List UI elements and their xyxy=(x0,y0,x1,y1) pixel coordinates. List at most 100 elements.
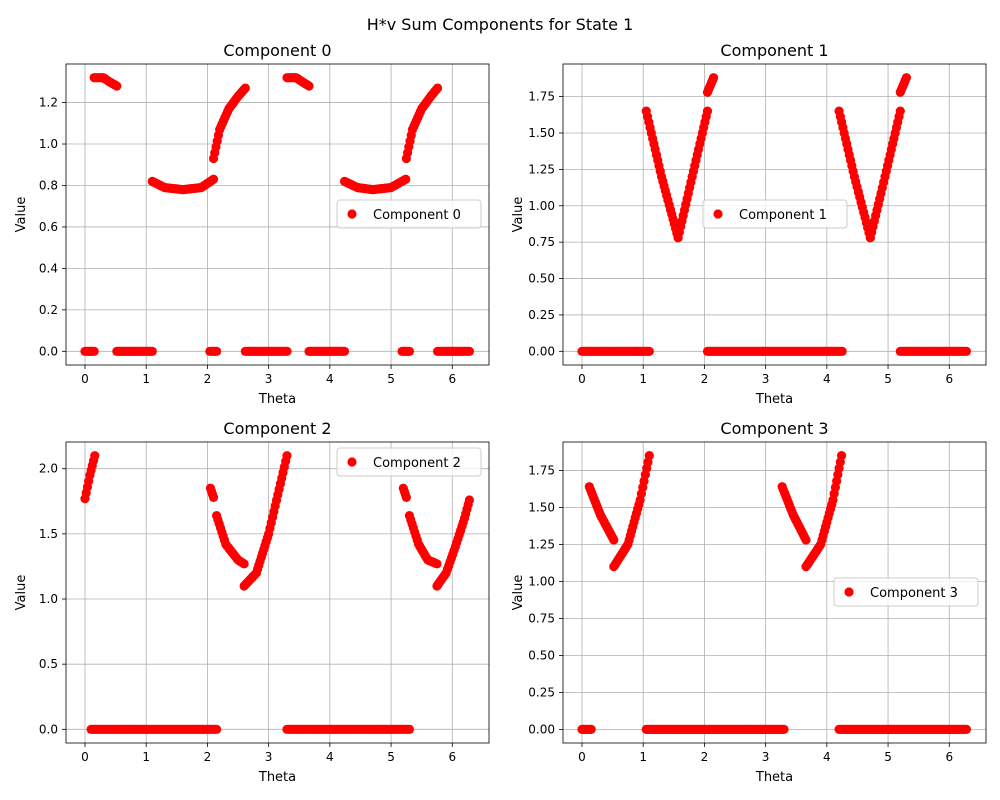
legend-label: Component 3 xyxy=(870,586,958,601)
y-tick-label: 2.0 xyxy=(39,462,58,476)
subplot-title: Component 3 xyxy=(720,419,828,438)
subplot-title: Component 0 xyxy=(223,41,331,60)
subplot-0: 0 1 2 3 4 5 6 0.0 0.2 0.4 0.6 0.8 1.0 1.2 Component 0 T… xyxy=(14,41,490,407)
legend: Component 1 xyxy=(702,199,848,229)
figure-title: H*v Sum Components for State 1 xyxy=(367,15,634,34)
data-point xyxy=(211,346,222,356)
data-point xyxy=(432,83,443,93)
y-tick-label: 1.25 xyxy=(528,162,555,176)
x-tick-label: 1 xyxy=(142,372,150,386)
y-tick-label: 0.8 xyxy=(39,178,58,192)
data-point xyxy=(240,83,250,93)
legend-marker xyxy=(347,209,357,219)
y-tick-label: 1.0 xyxy=(39,137,58,151)
y-tick-label: 0.5 xyxy=(39,657,58,671)
y-tick-label: 0.50 xyxy=(528,272,555,286)
data-point xyxy=(961,724,972,734)
data-point xyxy=(708,73,719,83)
x-tick-label: 1 xyxy=(142,750,150,764)
x-tick-label: 6 xyxy=(448,372,456,386)
data-points xyxy=(80,451,475,734)
legend-box xyxy=(336,199,482,229)
plot-frame xyxy=(562,63,987,366)
x-tick-label: 6 xyxy=(945,750,953,764)
x-tick-label: 4 xyxy=(326,372,334,386)
legend-marker xyxy=(713,209,723,219)
x-tick-label: 2 xyxy=(701,372,709,386)
subplot-title: Component 1 xyxy=(720,41,828,60)
y-axis-label: Value xyxy=(14,197,29,233)
legend-label: Component 0 xyxy=(373,208,461,223)
x-axis-label: Theta xyxy=(755,392,793,407)
legend-marker xyxy=(347,457,357,467)
data-point xyxy=(961,346,972,356)
data-point xyxy=(837,346,847,356)
x-tick-label: 0 xyxy=(578,750,586,764)
subplot-title: Component 2 xyxy=(223,419,331,438)
data-point xyxy=(147,346,157,356)
y-tick-label: 0.25 xyxy=(528,685,555,699)
y-tick-label: 1.0 xyxy=(39,592,58,606)
y-tick-label: 1.50 xyxy=(528,126,555,140)
x-axis-label: Theta xyxy=(755,770,793,785)
x-tick-label: 2 xyxy=(204,372,212,386)
data-point xyxy=(836,451,847,461)
plot-frame xyxy=(562,441,987,744)
x-tick-label: 4 xyxy=(823,750,831,764)
data-point xyxy=(464,346,475,356)
y-tick-label: 0.00 xyxy=(528,722,555,736)
y-tick-label: 0.0 xyxy=(39,344,58,358)
data-point xyxy=(404,724,415,734)
x-tick-label: 0 xyxy=(81,750,89,764)
data-point xyxy=(895,106,905,116)
data-point xyxy=(404,346,415,356)
x-tick-label: 5 xyxy=(884,750,892,764)
x-tick-label: 1 xyxy=(639,372,647,386)
x-tick-label: 0 xyxy=(81,372,89,386)
x-tick-label: 5 xyxy=(387,372,395,386)
x-tick-label: 4 xyxy=(823,372,831,386)
y-tick-label: 1.50 xyxy=(528,500,555,514)
plot-frame xyxy=(65,63,490,366)
y-tick-label: 1.25 xyxy=(528,537,555,551)
data-point xyxy=(239,559,249,569)
legend: Component 0 xyxy=(336,199,482,229)
data-point xyxy=(464,495,475,505)
x-tick-label: 5 xyxy=(387,750,395,764)
y-axis-label: Value xyxy=(14,575,29,611)
x-tick-label: 2 xyxy=(701,750,709,764)
y-tick-label: 0.00 xyxy=(528,344,555,358)
data-point xyxy=(90,451,100,461)
y-tick-label: 0.6 xyxy=(39,220,58,234)
x-axis-label: Theta xyxy=(258,392,296,407)
y-tick-label: 0.2 xyxy=(39,303,58,317)
data-point xyxy=(801,535,811,545)
y-tick-label: 1.2 xyxy=(39,96,58,110)
x-tick-label: 4 xyxy=(326,750,334,764)
data-point xyxy=(304,81,314,91)
legend-label: Component 2 xyxy=(373,456,461,471)
y-tick-label: 0.4 xyxy=(39,261,58,275)
x-tick-label: 6 xyxy=(448,750,456,764)
y-tick-label: 1.00 xyxy=(528,574,555,588)
data-point xyxy=(702,106,713,116)
data-point xyxy=(89,346,99,356)
y-tick-label: 0.50 xyxy=(528,648,555,662)
x-axis-label: Theta xyxy=(258,770,296,785)
data-point xyxy=(432,559,442,569)
y-tick-label: 1.75 xyxy=(528,90,555,104)
subplot-3: 0 1 2 3 4 5 6 0.00 0.25 0.50 0.75 1.00 1.25 1.50 1.75 C… xyxy=(511,419,987,785)
data-points xyxy=(577,73,972,356)
x-tick-label: 0 xyxy=(578,372,586,386)
data-point xyxy=(339,346,350,356)
y-tick-label: 0.75 xyxy=(528,611,555,625)
x-tick-label: 3 xyxy=(265,372,273,386)
plot-frame xyxy=(65,441,490,744)
x-tick-label: 6 xyxy=(945,372,953,386)
data-point xyxy=(401,174,411,184)
x-tick-label: 1 xyxy=(639,750,647,764)
data-point xyxy=(208,492,219,502)
legend-box xyxy=(702,199,848,229)
data-point xyxy=(644,346,654,356)
